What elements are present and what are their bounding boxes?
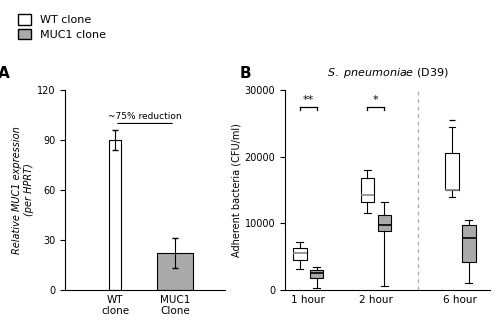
Text: *: * bbox=[373, 95, 378, 106]
PathPatch shape bbox=[445, 153, 458, 190]
Bar bbox=[109, 140, 121, 290]
PathPatch shape bbox=[293, 248, 306, 260]
Text: ~75% reduction: ~75% reduction bbox=[108, 112, 182, 121]
Text: A: A bbox=[0, 66, 10, 81]
PathPatch shape bbox=[310, 270, 324, 278]
PathPatch shape bbox=[378, 215, 391, 231]
Bar bbox=[157, 253, 193, 290]
Text: B: B bbox=[240, 66, 252, 81]
Y-axis label: Adherent bacteria (CFU/ml): Adherent bacteria (CFU/ml) bbox=[232, 123, 242, 257]
Text: $\it{S.\ pneumoniae}$ (D39): $\it{S.\ pneumoniae}$ (D39) bbox=[326, 66, 448, 80]
PathPatch shape bbox=[360, 178, 374, 202]
PathPatch shape bbox=[462, 224, 475, 262]
Legend: WT clone, MUC1 clone: WT clone, MUC1 clone bbox=[16, 12, 108, 42]
Y-axis label: Relative MUC1 expression
(per HPRT): Relative MUC1 expression (per HPRT) bbox=[12, 126, 34, 254]
Text: **: ** bbox=[302, 95, 314, 106]
